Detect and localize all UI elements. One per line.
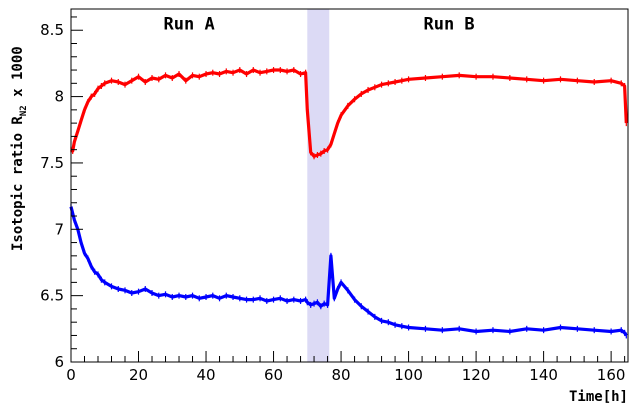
- y-tick-label: 6.5: [40, 287, 64, 305]
- x-tick-label: 100: [394, 366, 423, 384]
- y-tick-label: 7.5: [40, 154, 64, 172]
- y-tick-label: 8: [54, 88, 64, 106]
- y-axis-ticks: 6 6.5 7 7.5 8 8.5: [40, 16, 83, 371]
- x-tick-label: 40: [196, 366, 215, 384]
- series-layer: [69, 67, 628, 339]
- highlight-band: [307, 9, 330, 362]
- y-tick-label: 7: [54, 220, 64, 238]
- y-tick-label: 8.5: [40, 21, 64, 39]
- y-axis-title-suffix: x 1000: [10, 46, 26, 105]
- y-axis-title-subscript: N2: [19, 105, 29, 116]
- plot-frame: [70, 8, 629, 363]
- highlight-band-layer: [307, 9, 330, 362]
- x-tick-label: 20: [129, 366, 148, 384]
- run-annotations: Run A Run B: [164, 15, 475, 35]
- x-tick-label: 120: [462, 366, 491, 384]
- run-label: Run A: [164, 15, 215, 35]
- series-line-1: [70, 68, 628, 158]
- x-tick-label: 80: [332, 366, 351, 384]
- y-tick-label: 6: [54, 353, 64, 371]
- run-label: Run B: [423, 15, 474, 35]
- x-tick-label: 160: [597, 366, 626, 384]
- x-tick-label: 60: [264, 366, 283, 384]
- series-line-2: [69, 206, 628, 337]
- y-axis-title-main: Isotopic ratio R: [10, 116, 26, 251]
- x-tick-label: 140: [529, 366, 558, 384]
- x-axis-ticks: 0 20 40 60 80 100 120 140 160: [66, 351, 625, 384]
- x-axis-title: Time[h]: [569, 389, 628, 405]
- x-tick-label: 0: [66, 366, 76, 384]
- y-axis-title: Isotopic ratio RN2 x 1000: [10, 46, 29, 251]
